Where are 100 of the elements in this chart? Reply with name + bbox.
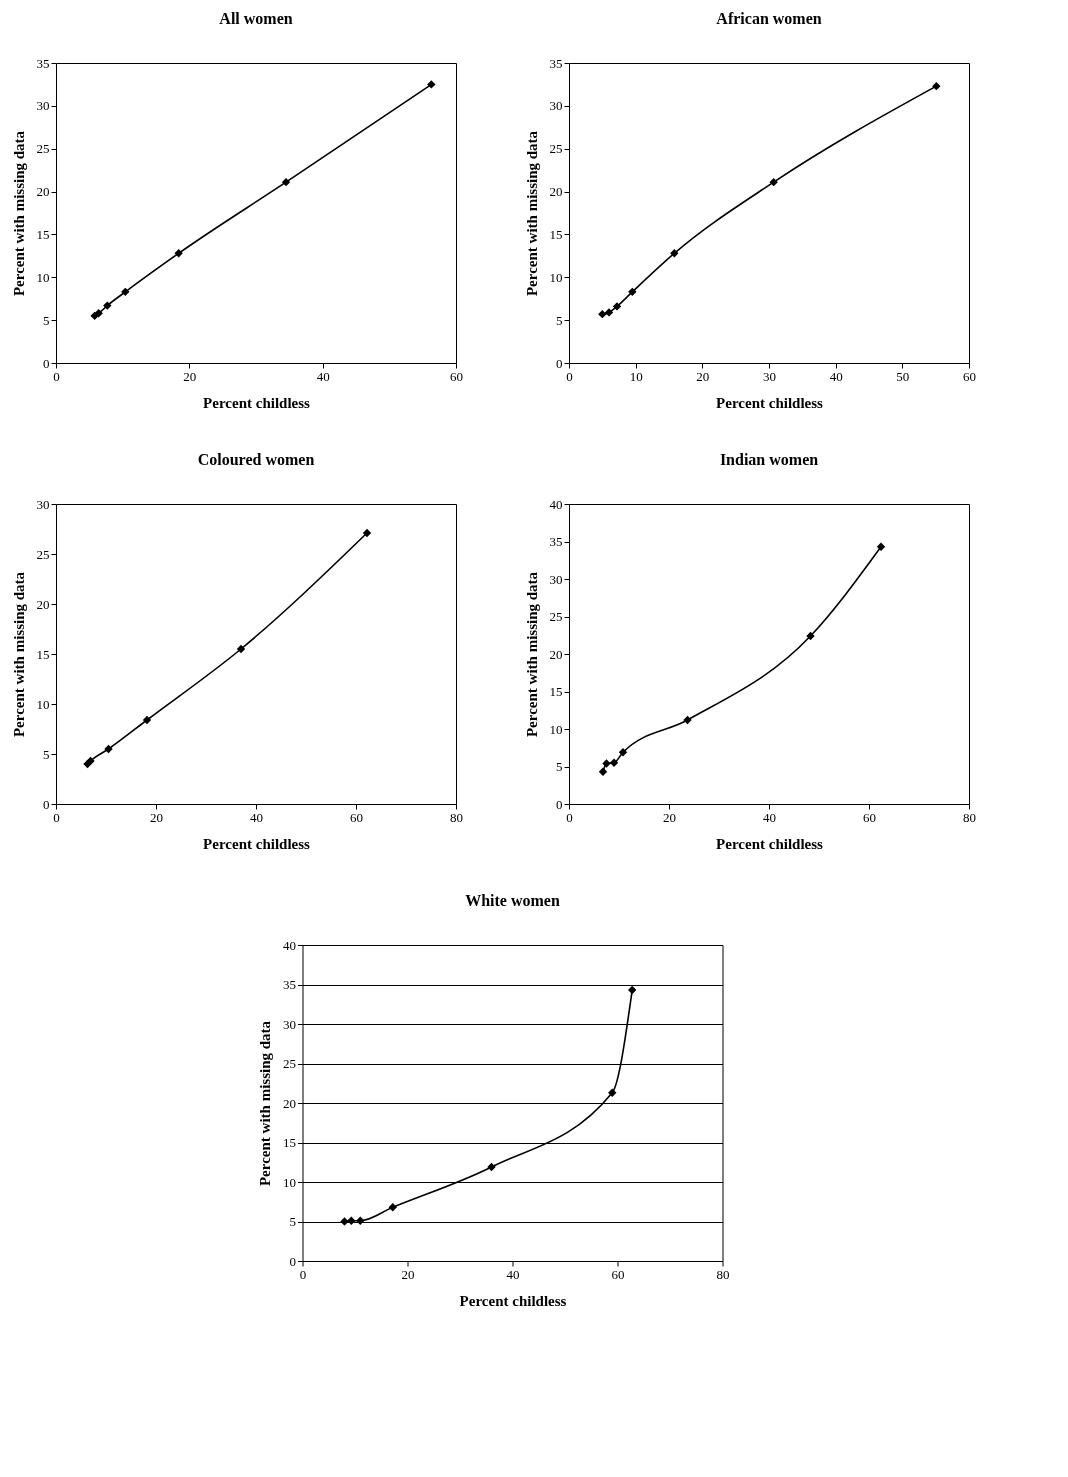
x-axis-title: Percent childless: [459, 1292, 567, 1309]
point: [142, 715, 152, 725]
point: [340, 1217, 349, 1226]
y-tick-label: 30: [283, 1016, 296, 1032]
x-tick-label: 0: [566, 368, 573, 384]
point: [598, 767, 608, 776]
x-tick-label: 20: [183, 368, 197, 384]
point: [236, 644, 246, 654]
y-tick-label: 5: [556, 312, 563, 328]
y-tick-label: 5: [43, 312, 50, 328]
y-tick-label: 0: [556, 355, 563, 371]
x-tick-label: 60: [450, 368, 463, 384]
x-tick-label: 40: [250, 809, 263, 825]
point: [769, 177, 778, 187]
y-tick-label: 15: [36, 226, 50, 242]
x-tick-label: 30: [763, 368, 776, 384]
point: [618, 748, 628, 757]
point: [104, 744, 113, 754]
y-tick-label: 15: [549, 226, 563, 242]
x-tick-label: 20: [401, 1266, 415, 1282]
point: [628, 985, 637, 995]
point: [683, 715, 692, 725]
x-tick-label: 0: [53, 809, 60, 825]
y-tick-label: 10: [283, 1174, 296, 1190]
point: [806, 631, 815, 641]
x-tick-label: 20: [150, 809, 163, 825]
x-tick-label: 50: [896, 368, 910, 384]
point: [876, 542, 886, 551]
y-tick-label: 15: [283, 1135, 296, 1150]
y-tick-label: 20: [36, 184, 50, 200]
point: [628, 287, 637, 297]
y-tick-label: 5: [556, 759, 563, 774]
x-tick-label: 0: [299, 1266, 307, 1282]
y-tick-label: 0: [289, 1253, 296, 1269]
x-tick-label: 0: [53, 368, 60, 384]
point: [604, 308, 614, 317]
y-tick-label: 0: [43, 796, 50, 812]
point: [427, 80, 436, 89]
x-axis-title: Percent childless: [716, 394, 824, 411]
y-axis-title: Percent with missing data: [523, 130, 540, 297]
point: [932, 81, 941, 91]
x-tick-label: 80: [450, 809, 463, 825]
y-axis-title: Percent with missing data: [10, 130, 27, 297]
y-tick-label: 10: [549, 721, 563, 737]
chart-title: Coloured women: [197, 451, 315, 468]
y-tick-label: 20: [283, 1095, 296, 1111]
y-tick-label: 25: [283, 1056, 296, 1071]
point: [670, 249, 679, 258]
y-tick-label: 35: [549, 534, 563, 549]
y-tick-label: 40: [283, 937, 296, 953]
y-tick-label: 25: [36, 546, 50, 562]
x-axis-title: Percent childless: [203, 835, 311, 852]
point: [388, 1203, 397, 1212]
y-tick-label: 5: [43, 746, 50, 762]
y-axis-title: Percent with missing data: [257, 1020, 273, 1187]
y-tick-label: 20: [36, 596, 50, 612]
y-tick-label: 25: [36, 141, 50, 157]
point: [602, 759, 611, 768]
y-tick-label: 30: [36, 496, 50, 512]
x-tick-label: 60: [611, 1266, 625, 1282]
point: [609, 758, 619, 767]
x-tick-label: 40: [763, 809, 776, 825]
y-tick-label: 30: [549, 571, 563, 587]
y-tick-label: 25: [549, 609, 563, 624]
x-tick-label: 80: [963, 809, 976, 825]
x-tick-label: 60: [963, 368, 976, 384]
y-tick-label: 35: [283, 977, 296, 992]
x-tick-label: 80: [716, 1266, 730, 1282]
point: [598, 309, 607, 319]
x-tick-label: 40: [316, 368, 330, 384]
point: [94, 309, 103, 318]
point: [356, 1216, 365, 1225]
chart-title: African women: [716, 10, 822, 27]
point: [103, 301, 112, 310]
point: [347, 1216, 356, 1225]
x-tick-label: 20: [663, 809, 676, 825]
y-tick-label: 0: [43, 355, 50, 371]
x-axis-title: Percent childless: [203, 394, 311, 411]
point: [121, 287, 130, 297]
x-tick-label: 0: [566, 809, 573, 825]
chart-title: Indian women: [719, 451, 819, 468]
x-tick-label: 10: [629, 368, 643, 384]
point: [174, 249, 183, 258]
y-tick-label: 20: [549, 646, 563, 662]
chart-title: White women: [465, 892, 560, 909]
x-tick-label: 60: [350, 809, 363, 825]
x-tick-label: 40: [506, 1266, 520, 1282]
y-tick-label: 10: [36, 269, 50, 285]
x-tick-label: 60: [863, 809, 876, 825]
point: [281, 177, 291, 187]
point: [612, 302, 622, 311]
y-tick-label: 10: [549, 269, 563, 285]
point: [362, 528, 372, 538]
y-tick-label: 15: [549, 684, 563, 699]
point: [608, 1088, 617, 1097]
y-tick-label: 5: [289, 1214, 296, 1229]
y-tick-label: 10: [36, 696, 50, 712]
y-tick-label: 30: [36, 98, 50, 114]
y-axis-title: Percent with missing data: [523, 571, 540, 738]
y-tick-label: 35: [549, 55, 563, 71]
